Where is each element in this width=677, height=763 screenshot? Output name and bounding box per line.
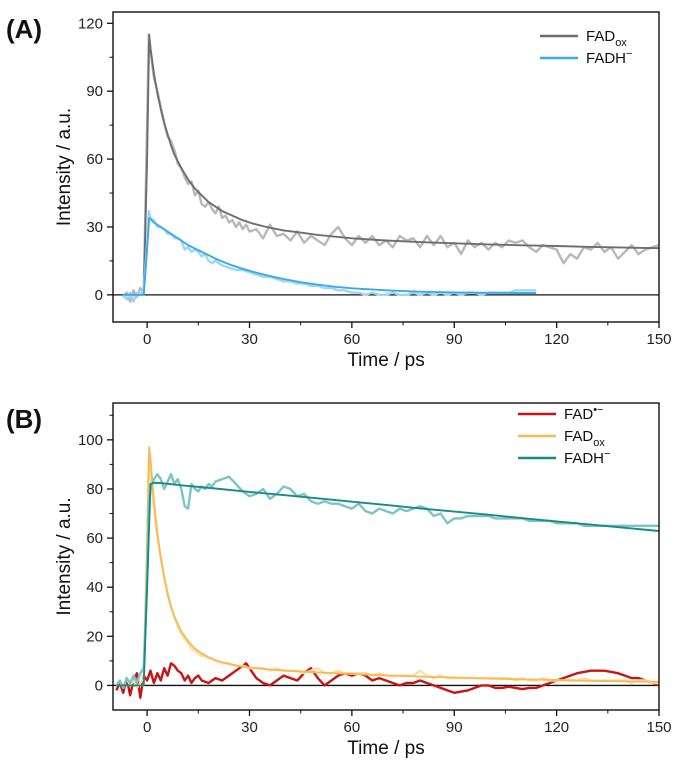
- legend-name: FADH: [586, 50, 626, 67]
- series-fit-line-1: [123, 216, 537, 296]
- plot-frame: [112, 402, 660, 711]
- y-tick-label: 60: [86, 530, 103, 547]
- plot-area: [122, 33, 659, 303]
- legend-name: FADH: [564, 450, 604, 467]
- legend-superscript: •−: [593, 404, 603, 416]
- x-axis-label: Time / ps: [347, 738, 424, 759]
- y-tick-label: 100: [78, 432, 103, 449]
- y-axis-label: Intensity / a.u.: [54, 108, 75, 226]
- legend-subscript: ox: [593, 437, 605, 449]
- x-tick-label: 120: [544, 719, 569, 736]
- panel-label: (A): [6, 14, 42, 44]
- plot-frame: [112, 11, 660, 323]
- y-axis-label: Intensity / a.u.: [54, 497, 75, 615]
- legend-subscript: ox: [615, 37, 627, 49]
- legend-name: FAD: [564, 428, 593, 445]
- y-tick-label: 0: [95, 287, 103, 304]
- y-tick-label: 90: [86, 83, 103, 100]
- legend-name: FAD: [564, 406, 593, 423]
- x-tick-label: 0: [143, 719, 151, 736]
- legend-name: FAD: [586, 28, 615, 45]
- x-tick-label: 120: [544, 331, 569, 348]
- y-tick-label: 80: [86, 481, 103, 498]
- legend-superscript: −: [626, 48, 632, 60]
- y-tick-label: 0: [95, 677, 103, 694]
- y-tick-label: 40: [86, 579, 103, 596]
- series-raw-line-1: [122, 209, 537, 303]
- x-tick-label: 150: [646, 331, 671, 348]
- series-fit-line-1: [116, 446, 659, 687]
- series-raw-line-2: [115, 473, 659, 690]
- plot-area: [115, 446, 659, 699]
- series-fit-line-0: [123, 33, 659, 296]
- series-raw-line-1: [115, 458, 659, 690]
- y-tick-label: 60: [86, 151, 103, 168]
- legend-entry-0: FAD•−: [564, 404, 603, 423]
- legend-superscript: −: [604, 448, 610, 460]
- chart-panel-a: 0 30 60 90 120 150 0 30 60 90 120 Time / ps Intensit…: [6, 11, 672, 371]
- y-tick-label: 30: [86, 219, 103, 236]
- x-tick-label: 30: [241, 719, 258, 736]
- x-tick-label: 0: [143, 331, 151, 348]
- x-tick-label: 60: [344, 331, 361, 348]
- x-tick-label: 60: [344, 719, 361, 736]
- legend-entry-1: FADH−: [586, 48, 632, 67]
- series-raw-line-0: [122, 33, 659, 303]
- x-tick-label: 90: [446, 719, 463, 736]
- series-fit-line-2: [116, 481, 659, 687]
- y-tick-label: 120: [78, 15, 103, 32]
- panel-label: (B): [6, 404, 42, 434]
- legend-entry-1: FADox: [564, 428, 605, 449]
- legend-entry-2: FADH−: [564, 448, 610, 467]
- x-tick-label: 30: [241, 331, 258, 348]
- x-axis-label: Time / ps: [347, 350, 424, 371]
- x-tick-label: 90: [446, 331, 463, 348]
- y-tick-label: 20: [86, 628, 103, 645]
- legend-entry-0: FADox: [586, 28, 627, 49]
- chart-panel-b: 0 30 60 90 120 150 0 20 40 60 80 100 Time / ps Intens…: [6, 402, 672, 759]
- x-tick-label: 150: [646, 719, 671, 736]
- series-fit-line-0: [115, 662, 659, 699]
